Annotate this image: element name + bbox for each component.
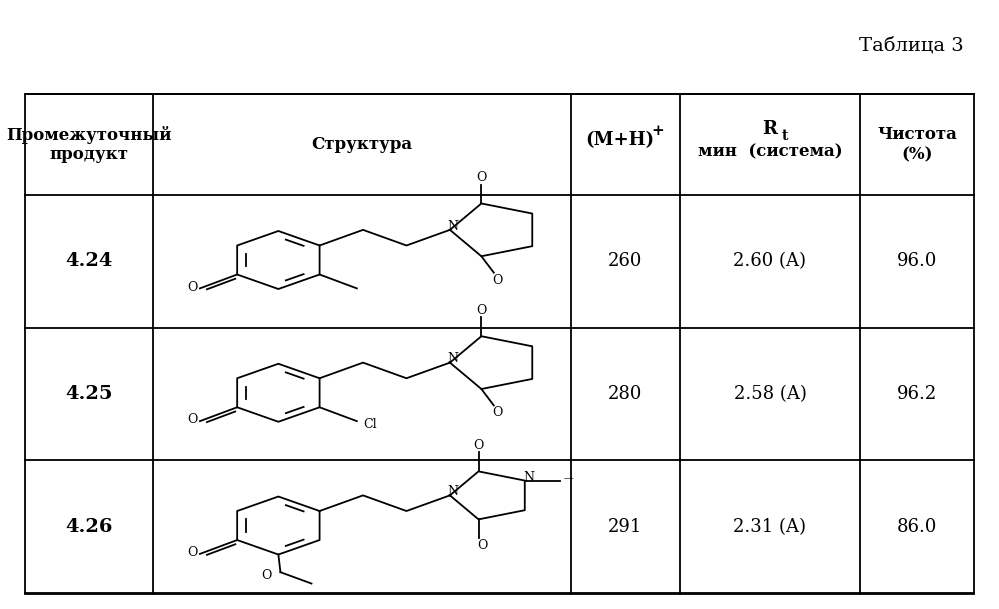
Text: O: O: [261, 569, 271, 582]
Text: 86.0: 86.0: [897, 518, 937, 536]
Text: мин  (система): мин (система): [697, 144, 842, 160]
Text: 4.25: 4.25: [65, 385, 113, 403]
Text: N: N: [523, 471, 534, 484]
Text: N: N: [448, 485, 459, 498]
Text: O: O: [187, 414, 198, 426]
Text: 2.58 (A): 2.58 (A): [733, 385, 806, 403]
Text: O: O: [474, 439, 484, 452]
Text: Cl: Cl: [364, 418, 377, 431]
Text: 280: 280: [608, 385, 642, 403]
Text: Таблица 3: Таблица 3: [859, 37, 964, 55]
Bar: [25, 94, 974, 594]
Text: 4.24: 4.24: [65, 252, 113, 270]
Text: 4.26: 4.26: [65, 518, 113, 536]
Text: —: —: [563, 474, 573, 483]
Text: 96.0: 96.0: [897, 252, 937, 270]
Text: N: N: [448, 353, 459, 365]
Text: Чистота
(%): Чистота (%): [877, 126, 957, 163]
Text: 291: 291: [608, 518, 642, 536]
Text: Промежуточный
продукт: Промежуточный продукт: [6, 126, 172, 163]
Text: 2.31 (A): 2.31 (A): [733, 518, 806, 536]
Text: t: t: [782, 128, 788, 143]
Text: 96.2: 96.2: [897, 385, 937, 403]
Text: O: O: [187, 546, 198, 559]
Text: Структура: Структура: [312, 136, 413, 153]
Text: O: O: [477, 304, 487, 317]
Text: O: O: [493, 406, 503, 420]
Text: O: O: [478, 540, 488, 552]
Text: N: N: [448, 220, 459, 233]
Text: (M+H): (M+H): [585, 131, 654, 149]
Text: 260: 260: [608, 252, 642, 270]
Text: +: +: [651, 124, 664, 138]
Text: R: R: [762, 121, 777, 138]
Text: 2.60 (A): 2.60 (A): [733, 252, 806, 270]
Text: O: O: [493, 273, 503, 287]
Text: O: O: [187, 281, 198, 294]
Text: O: O: [477, 171, 487, 184]
